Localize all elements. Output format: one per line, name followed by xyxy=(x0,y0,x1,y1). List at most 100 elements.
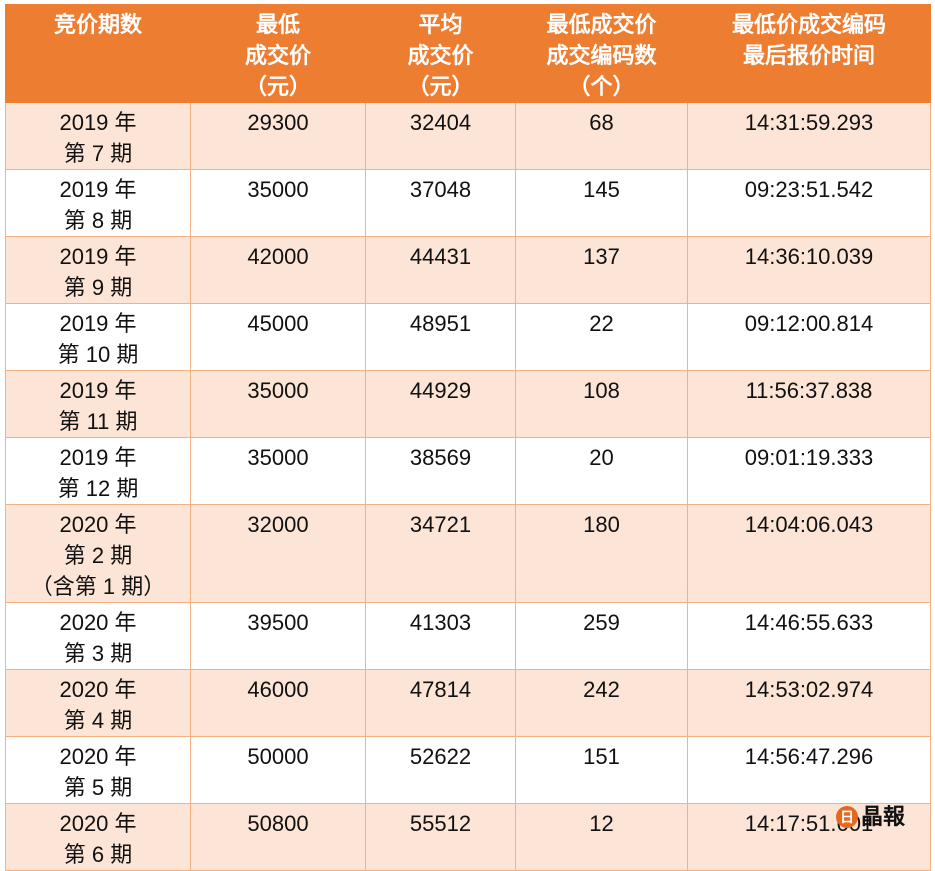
cell-min-price: 50000 xyxy=(190,736,366,804)
header-line: 最低价成交编码 xyxy=(731,12,886,37)
period-line: 第 7 期 xyxy=(63,141,133,166)
cell-period: 2019 年第 12 期 xyxy=(5,437,191,505)
cell-period: 2020 年第 5 期 xyxy=(5,736,191,804)
cell-min-price: 39500 xyxy=(190,602,366,670)
cell-time: 09:23:51.542 xyxy=(687,169,931,237)
period-line: 2020 年 xyxy=(59,811,137,836)
period-line: （含第 1 期） xyxy=(30,574,166,599)
period-line: 2019 年 xyxy=(59,445,137,470)
logo-badge: 日 xyxy=(836,806,858,828)
table-row: 2019 年第 12 期 35000 38569 20 09:01:19.333 xyxy=(5,437,931,505)
cell-min-price: 35000 xyxy=(190,370,366,438)
period-line: 第 8 期 xyxy=(63,208,133,233)
cell-time: 09:12:00.814 xyxy=(687,303,931,371)
header-last-bid-time: 最低价成交编码 最后报价时间 xyxy=(687,4,931,103)
period-line: 2020 年 xyxy=(59,677,137,702)
period-line: 第 10 期 xyxy=(57,342,139,367)
table-row: 2019 年第 7 期 29300 32404 68 14:31:59.293 xyxy=(5,102,931,170)
table-row: 2019 年第 8 期 35000 37048 145 09:23:51.542 xyxy=(5,169,931,237)
cell-avg-price: 48951 xyxy=(365,303,516,371)
cell-avg-price: 41303 xyxy=(365,602,516,670)
auction-results-table: 竞价期数 最低 成交价 （元） 平均 成交价 （元） 最低成交价 成交编码数 （个） 最低价成交编码… xyxy=(5,4,931,871)
cell-period: 2020 年第 4 期 xyxy=(5,669,191,737)
period-line: 第 12 期 xyxy=(57,476,139,501)
cell-period: 2019 年第 7 期 xyxy=(5,102,191,170)
cell-time: 14:53:02.974 xyxy=(687,669,931,737)
cell-min-price: 35000 xyxy=(190,437,366,505)
cell-period: 2020 年第 6 期 xyxy=(5,803,191,871)
header-min-price-count: 最低成交价成交编码数 （个） xyxy=(515,4,688,103)
cell-time: 14:46:55.633 xyxy=(687,602,931,670)
header-line: 最低 xyxy=(255,12,300,37)
cell-count: 242 xyxy=(515,669,688,737)
cell-time: 11:56:37.838 xyxy=(687,370,931,438)
table-row: 2019 年第 9 期 42000 44431 137 14:36:10.039 xyxy=(5,236,931,304)
cell-avg-price: 44431 xyxy=(365,236,516,304)
cell-avg-price: 47814 xyxy=(365,669,516,737)
table-row: 2020 年第 2 期 （含第 1 期） 32000 34721 180 14:04:06… xyxy=(5,504,931,603)
period-line: 2019 年 xyxy=(59,110,137,135)
header-line: （元） xyxy=(407,74,474,99)
table-row: 2019 年第 11 期 35000 44929 108 11:56:37.838 xyxy=(5,370,931,438)
cell-period: 2019 年第 9 期 xyxy=(5,236,191,304)
cell-count: 151 xyxy=(515,736,688,804)
period-line: 第 6 期 xyxy=(63,842,133,867)
cell-min-price: 42000 xyxy=(190,236,366,304)
period-line: 2019 年 xyxy=(59,244,137,269)
cell-count: 137 xyxy=(515,236,688,304)
cell-avg-price: 34721 xyxy=(365,504,516,603)
cell-min-price: 45000 xyxy=(190,303,366,371)
period-line: 第 5 期 xyxy=(63,775,133,800)
header-line: 最低成交价 xyxy=(546,12,657,37)
cell-count: 12 xyxy=(515,803,688,871)
header-line: 成交编码数 xyxy=(546,43,657,68)
period-line: 2019 年 xyxy=(59,177,137,202)
logo-text: 晶報 xyxy=(861,804,906,830)
cell-count: 20 xyxy=(515,437,688,505)
header-line: （个） xyxy=(568,74,635,99)
cell-period: 2019 年第 10 期 xyxy=(5,303,191,371)
period-line: 2019 年 xyxy=(59,311,137,336)
cell-min-price: 29300 xyxy=(190,102,366,170)
cell-min-price: 50800 xyxy=(190,803,366,871)
cell-time: 14:36:10.039 xyxy=(687,236,931,304)
cell-count: 68 xyxy=(515,102,688,170)
cell-avg-price: 38569 xyxy=(365,437,516,505)
period-line: 第 11 期 xyxy=(58,409,138,434)
header-min-price: 最低 成交价 （元） xyxy=(190,4,366,103)
cell-period: 2020 年第 2 期 （含第 1 期） xyxy=(5,504,191,603)
table-row: 2020 年第 5 期 50000 52622 151 14:56:47.296 xyxy=(5,736,931,804)
cell-count: 145 xyxy=(515,169,688,237)
period-line: 2019 年 xyxy=(59,378,137,403)
header-line: 平均 xyxy=(418,12,463,37)
header-line: 竞价期数 xyxy=(53,12,142,37)
newspaper-logo: 日 晶報 xyxy=(836,803,905,831)
cell-period: 2019 年第 11 期 xyxy=(5,370,191,438)
period-line: 第 4 期 xyxy=(63,708,133,733)
period-line: 第 2 期 xyxy=(63,543,133,568)
period-line: 第 3 期 xyxy=(63,641,133,666)
period-line: 2020 年 xyxy=(59,610,137,635)
cell-time: 14:56:47.296 xyxy=(687,736,931,804)
cell-count: 22 xyxy=(515,303,688,371)
cell-time: 14:04:06.043 xyxy=(687,504,931,603)
period-line: 2020 年 xyxy=(59,744,137,769)
cell-avg-price: 52622 xyxy=(365,736,516,804)
cell-period: 2019 年第 8 期 xyxy=(5,169,191,237)
period-line: 2020 年 xyxy=(59,512,137,537)
table-row: 2020 年第 4 期 46000 47814 242 14:53:02.974 xyxy=(5,669,931,737)
header-line: 最后报价时间 xyxy=(742,43,875,68)
period-line: 第 9 期 xyxy=(63,275,133,300)
cell-count: 259 xyxy=(515,602,688,670)
cell-time: 14:31:59.293 xyxy=(687,102,931,170)
cell-period: 2020 年第 3 期 xyxy=(5,602,191,670)
table-row: 2019 年第 10 期 45000 48951 22 09:12:00.814 xyxy=(5,303,931,371)
header-avg-price: 平均 成交价 （元） xyxy=(365,4,516,103)
cell-min-price: 32000 xyxy=(190,504,366,603)
cell-min-price: 46000 xyxy=(190,669,366,737)
cell-count: 108 xyxy=(515,370,688,438)
cell-avg-price: 37048 xyxy=(365,169,516,237)
cell-count: 180 xyxy=(515,504,688,603)
header-line: （元） xyxy=(244,74,311,99)
header-period: 竞价期数 xyxy=(5,4,191,103)
